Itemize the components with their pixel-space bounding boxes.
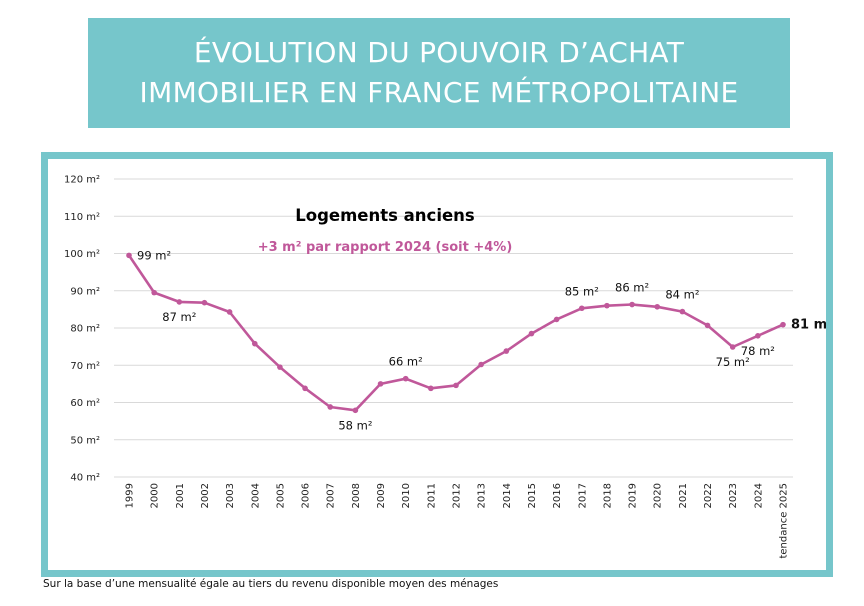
- x-tick-label: 2003: [225, 483, 236, 508]
- y-tick-label: 50 m²: [70, 435, 100, 446]
- x-tick-label: 2007: [326, 483, 337, 508]
- data-point: [277, 364, 283, 370]
- x-tick-label: 2001: [175, 483, 186, 508]
- footnote: Sur la base d’une mensualité égale au ti…: [43, 578, 499, 590]
- y-tick-label: 40 m²: [70, 473, 100, 484]
- data-point: [528, 330, 535, 337]
- x-tick-label: 2015: [527, 483, 538, 508]
- data-label: 99 m²: [137, 248, 171, 262]
- x-tick-label: 2017: [577, 483, 588, 508]
- data-label: 58 m²: [338, 418, 372, 432]
- data-label: 85 m²: [565, 284, 599, 298]
- x-tick-label: 2021: [678, 483, 689, 508]
- y-tick-label: 60 m²: [70, 398, 100, 409]
- y-tick-label: 80 m²: [70, 324, 100, 335]
- data-point: [755, 333, 761, 339]
- chart-title: Logements anciens: [295, 206, 475, 225]
- x-tick-label: tendance 2025: [779, 483, 790, 559]
- x-tick-label: 2002: [200, 483, 211, 508]
- data-label: 75 m²: [716, 355, 750, 369]
- data-point: [251, 340, 258, 347]
- data-point: [126, 252, 132, 259]
- data-point: [679, 308, 686, 315]
- x-tick-label: 2013: [477, 483, 488, 508]
- line-chart: 40 m² 50 m² 60 m² 70 m² 80 m² 90 m² 100 m² 110 …: [64, 175, 826, 559]
- title-line-2: IMMOBILIER EN FRANCE MÉTROPOLITAINE: [139, 76, 739, 109]
- x-tick-label: 2008: [351, 483, 362, 508]
- data-label: 84 m²: [665, 288, 699, 302]
- data-point: [302, 385, 308, 392]
- x-tick-label: 1999: [125, 483, 136, 508]
- x-tick-label: 2005: [275, 483, 286, 508]
- data-point: [704, 322, 711, 329]
- data-point: [553, 316, 560, 323]
- data-label: 66 m²: [389, 355, 423, 369]
- x-tick-label: 2022: [703, 483, 714, 508]
- data-point: [327, 404, 334, 410]
- data-point: [503, 348, 510, 354]
- x-tick-label: 2019: [628, 483, 639, 508]
- data-point: [377, 381, 384, 387]
- y-tick-label: 120 m²: [64, 175, 100, 186]
- x-tick-label: 2004: [250, 483, 261, 508]
- x-tick-label: 2020: [653, 483, 664, 508]
- title-banner: ÉVOLUTION DU POUVOIR D’ACHAT IMMOBILIER …: [88, 18, 790, 128]
- data-point: [729, 344, 736, 350]
- data-point: [428, 385, 434, 392]
- data-point: [151, 289, 157, 296]
- title-line-1: ÉVOLUTION DU POUVOIR D’ACHAT: [193, 36, 685, 69]
- data-point: [578, 305, 585, 312]
- data-point: [402, 375, 409, 382]
- data-label: 78 m²: [741, 344, 775, 358]
- x-tick-label: 2010: [401, 483, 412, 508]
- data-point: [453, 382, 459, 389]
- x-tick-label: 2014: [502, 483, 513, 508]
- y-tick-label: 110 m²: [64, 212, 100, 223]
- data-point: [352, 407, 359, 414]
- data-point: [629, 301, 635, 308]
- x-tick-label: 2018: [602, 483, 613, 508]
- y-tick-label: 90 m²: [70, 286, 100, 297]
- chart-frame: 40 m² 50 m² 60 m² 70 m² 80 m² 90 m² 100 m² 110 …: [41, 152, 833, 577]
- chart-subtitle: +3 m² par rapport 2024 (soit +4%): [258, 240, 513, 255]
- x-tick-label: 2009: [376, 483, 387, 508]
- x-tick-label: 2012: [452, 483, 463, 508]
- data-point: [201, 299, 208, 306]
- data-point: [780, 321, 786, 328]
- y-tick-label: 100 m²: [64, 249, 100, 260]
- data-point: [478, 361, 484, 368]
- data-label: 87 m²: [162, 310, 196, 324]
- data-point: [176, 299, 183, 305]
- x-tick-label: 2024: [753, 483, 764, 508]
- x-tick-label: 2023: [728, 483, 739, 508]
- data-point: [604, 302, 610, 309]
- data-label: 81 m²: [791, 318, 826, 333]
- x-tick-label: 2011: [426, 483, 437, 508]
- data-point: [654, 303, 661, 310]
- x-tick-label: 2016: [552, 483, 563, 508]
- x-tick-label: 2006: [301, 483, 312, 508]
- x-tick-label: 2000: [150, 483, 161, 508]
- data-point: [226, 309, 233, 315]
- y-tick-label: 70 m²: [70, 361, 100, 372]
- data-label: 86 m²: [615, 281, 649, 295]
